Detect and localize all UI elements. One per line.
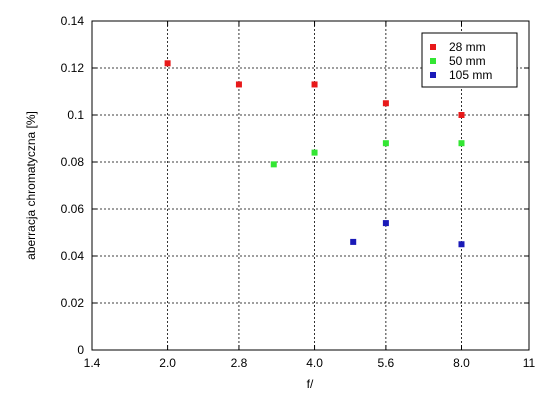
- y-axis-title: aberracja chromatyczna [%]: [24, 111, 38, 260]
- y-tick-label: 0: [77, 343, 84, 357]
- point-28-mm: [382, 100, 389, 107]
- x-axis-title: f/: [307, 377, 314, 391]
- x-tick-label: 8.0: [453, 356, 470, 370]
- legend-marker-50-mm: [430, 58, 436, 64]
- x-tick-label: 11: [523, 356, 536, 370]
- y-tick-label: 0.14: [61, 14, 85, 28]
- point-28-mm: [235, 81, 242, 88]
- plot-frame: [91, 20, 530, 351]
- legend-marker-105-mm: [430, 72, 436, 78]
- point-28-mm: [164, 60, 171, 67]
- y-tick-label: 0.06: [61, 202, 85, 216]
- legend-label-28-mm: 28 mm: [449, 40, 486, 54]
- y-tick-label: 0.1: [67, 108, 84, 122]
- legend-marker-28-mm: [430, 44, 436, 50]
- point-105-mm: [382, 220, 389, 227]
- x-tick-label: 5.6: [378, 356, 395, 370]
- point-50-mm: [311, 149, 318, 156]
- legend-label-105-mm: 105 mm: [449, 68, 492, 82]
- legend-label-50-mm: 50 mm: [449, 54, 486, 68]
- legend-box: [421, 32, 518, 88]
- data-points: [164, 60, 465, 248]
- y-tick-label: 0.12: [61, 61, 85, 75]
- point-28-mm: [458, 112, 465, 118]
- y-tick-label: 0.04: [61, 249, 85, 263]
- x-tick-label: 1.4: [84, 356, 101, 370]
- x-tick-label: 2.0: [159, 356, 176, 370]
- y-tick-label: 0.02: [61, 296, 85, 310]
- point-105-mm: [350, 238, 357, 245]
- point-50-mm: [458, 140, 465, 147]
- axis-ticks: 1.4 2.0 2.8 4.0 5.6 8.0 11 0 0.02 0.04 0.06 0.08 0.1…: [61, 14, 536, 370]
- point-28-mm: [311, 81, 318, 88]
- point-50-mm: [382, 140, 389, 147]
- point-105-mm: [458, 241, 465, 248]
- x-tick-label: 2.8: [231, 356, 248, 370]
- y-tick-label: 0.08: [61, 155, 85, 169]
- x-tick-label: 4.0: [306, 356, 323, 370]
- point-50-mm: [270, 161, 277, 168]
